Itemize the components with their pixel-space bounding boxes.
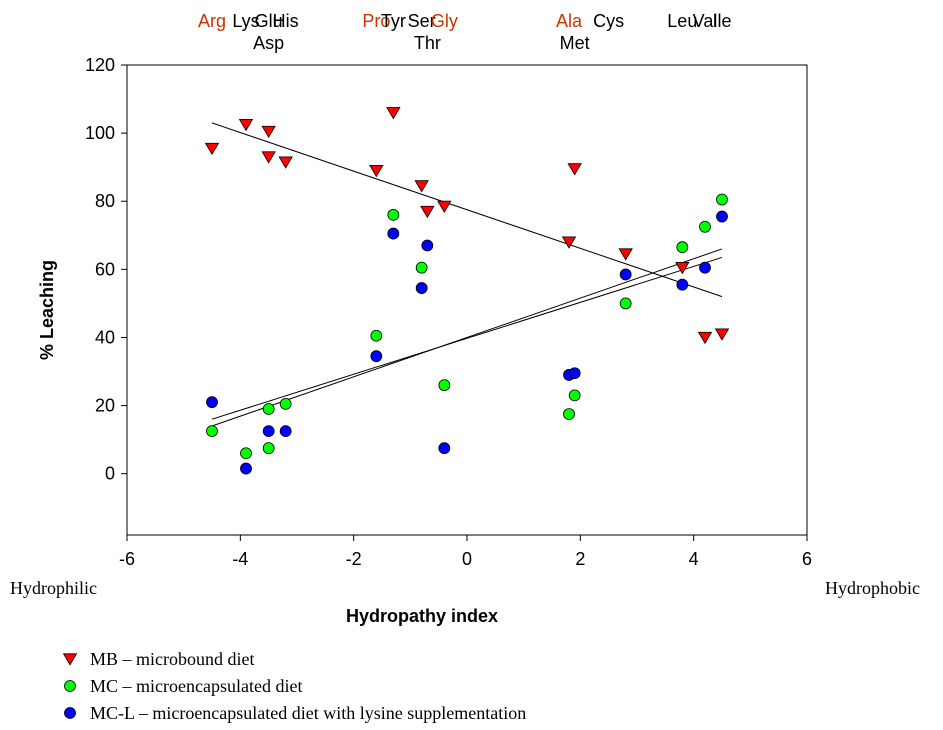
point-mc (563, 408, 575, 420)
amino-acid-label: Met (560, 33, 590, 53)
amino-acid-label: Asp (253, 33, 284, 53)
point-mcl (438, 442, 451, 455)
y-tick-label: 20 (95, 396, 115, 416)
y-axis-title: % Leaching (37, 260, 57, 360)
trendline (211, 248, 723, 427)
amino-acid-label: Val (693, 11, 718, 31)
legend: MB – microbound diet MC – microencapsulat… (62, 649, 526, 723)
amino-acid-label: Arg (198, 11, 226, 31)
point-mb (369, 164, 384, 178)
point-mc (262, 442, 275, 455)
amino-acid-label: Tyr (381, 11, 406, 31)
amino-acid-label: Glu (255, 11, 283, 31)
point-mb (261, 125, 276, 139)
point-mb (414, 180, 429, 193)
point-mc (699, 220, 711, 233)
x-axis-title: Hydropathy index (346, 606, 498, 626)
point-mcl (240, 462, 252, 475)
point-mcl (279, 425, 292, 438)
y-tick-label: 120 (85, 55, 115, 75)
legend-label: MC – microencapsulated diet (90, 676, 302, 696)
point-mb (675, 262, 690, 275)
legend-marker-mc (64, 680, 76, 692)
amino-acid-label: Lys (232, 11, 259, 31)
amino-acid-label: His (273, 11, 299, 31)
x-tick-label: 0 (462, 549, 472, 569)
x-tick-label: 6 (802, 549, 812, 569)
amino-acid-label: Ala (556, 11, 583, 31)
point-mc (676, 241, 689, 254)
point-mb (618, 248, 633, 261)
point-mcl (370, 350, 383, 363)
x-tick-label: 2 (575, 549, 585, 569)
amino-acid-label: Gly (431, 11, 458, 31)
amino-acid-label: Cys (593, 11, 624, 31)
amino-acid-label: Ile (712, 11, 731, 31)
legend-marker-mb (62, 653, 78, 666)
point-mcl (619, 268, 632, 281)
y-tick-label: 80 (95, 191, 115, 211)
amino-acid-label: Pro (362, 11, 390, 31)
point-mc (370, 329, 383, 342)
y-tick-label: 100 (85, 123, 115, 143)
point-mcl (676, 278, 689, 291)
x-tick-label: -2 (346, 549, 362, 569)
y-tick-label: 40 (95, 327, 115, 347)
point-mc (415, 261, 428, 274)
trendline (211, 256, 723, 420)
point-mcl (387, 227, 400, 240)
point-mc (387, 208, 400, 221)
point-mc (619, 297, 632, 310)
point-mb (278, 156, 293, 169)
amino-acid-label: Thr (414, 33, 441, 53)
point-mcl (415, 282, 428, 294)
amino-acid-label: Ser (408, 11, 436, 31)
plot-area (126, 64, 808, 536)
point-mc (438, 379, 451, 392)
x-tick-label: -4 (232, 549, 248, 569)
legend-label: MB – microbound diet (90, 649, 255, 669)
point-mcl (699, 261, 711, 274)
point-mb (697, 331, 713, 345)
x-axis-end-label-left: Hydrophilic (10, 578, 97, 598)
x-tick-label: -6 (119, 549, 135, 569)
y-tick-label: 0 (105, 464, 115, 484)
point-mcl (716, 210, 728, 223)
legend-label: MC-L – microencapsulated diet with lysin… (90, 703, 526, 723)
point-mc (716, 193, 728, 206)
point-mcl (421, 239, 434, 252)
x-axis-end-label-right: Hydrophobic (825, 578, 920, 598)
point-mb (238, 119, 254, 132)
point-mcl (206, 396, 218, 409)
y-tick-label: 60 (95, 259, 115, 279)
point-mb (386, 107, 401, 120)
point-mcl (262, 425, 275, 438)
point-mb (567, 163, 582, 176)
x-tick-label: 4 (689, 549, 699, 569)
point-mc (568, 389, 581, 402)
point-mb (204, 142, 220, 156)
point-mc (240, 447, 252, 460)
point-mb (261, 151, 276, 164)
point-mc (262, 403, 275, 415)
amino-acid-label: Leu (667, 11, 697, 31)
point-mc (206, 425, 218, 438)
point-mb (714, 328, 730, 341)
point-mb (437, 200, 452, 213)
legend-marker-mcl (64, 707, 76, 719)
point-mcl (568, 367, 581, 380)
trendline (211, 122, 723, 298)
point-mc (279, 397, 292, 410)
point-mb (561, 236, 577, 249)
point-mb (420, 205, 435, 219)
